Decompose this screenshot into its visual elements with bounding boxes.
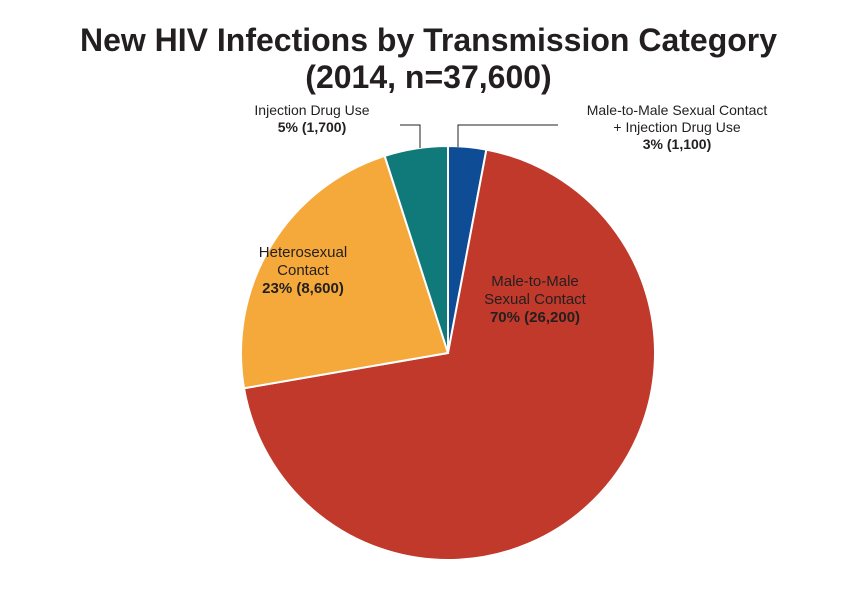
internal-label-hetero: HeterosexualContact23% (8,600) <box>238 244 368 298</box>
label-text-idu-1: Injection Drug Use <box>222 102 402 119</box>
label-value-idu: 5% (1,700) <box>222 119 402 136</box>
label-value-hetero: 23% (8,600) <box>238 280 368 298</box>
label-text-mtm-1: Male-to-Male <box>455 273 615 291</box>
leader-line-idu <box>400 125 420 148</box>
label-text-mtm_idu-1b: + Injection Drug Use <box>562 119 792 136</box>
label-value-mtm_idu: 3% (1,100) <box>562 136 792 153</box>
label-text-hetero-1b: Contact <box>238 262 368 280</box>
label-text-hetero-1: Heterosexual <box>238 244 368 262</box>
leader-line-mtm_idu <box>458 125 558 147</box>
external-label-idu: Injection Drug Use5% (1,700) <box>222 102 402 136</box>
chart-container: New HIV Infections by Transmission Categ… <box>0 0 857 595</box>
external-label-mtm_idu: Male-to-Male Sexual Contact+ Injection D… <box>562 102 792 152</box>
internal-label-mtm: Male-to-MaleSexual Contact70% (26,200) <box>455 273 615 327</box>
label-value-mtm: 70% (26,200) <box>455 309 615 327</box>
pie-svg <box>0 0 857 595</box>
label-text-mtm_idu-1: Male-to-Male Sexual Contact <box>562 102 792 119</box>
label-text-mtm-1b: Sexual Contact <box>455 291 615 309</box>
